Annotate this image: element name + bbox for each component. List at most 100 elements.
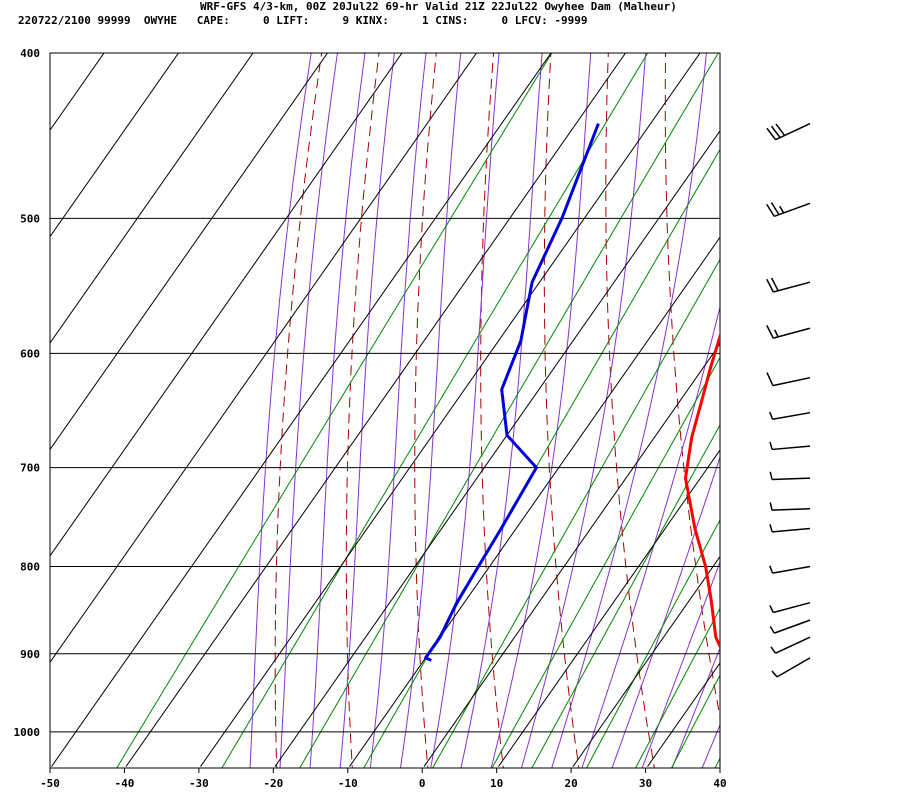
isotherm [50,53,180,238]
dry-adiabat [836,15,900,782]
barb-staff [773,281,811,293]
barb-staff [775,122,811,141]
moist-adiabat [399,53,462,768]
barb-staff [772,445,811,451]
dry-adiabat [892,15,900,782]
barb-half-flag [769,605,774,613]
barb-staff [774,202,811,218]
grid [49,15,900,769]
moist-adiabat [520,53,647,768]
chart-title: WRF-GFS 4/3-km, 00Z 20Jul22 69-hr Valid … [200,0,677,13]
moist-adiabat [581,305,720,768]
wind-barb [769,441,811,451]
wind-barb [769,411,811,421]
x-tick-label: 30 [639,777,652,790]
x-tick-label: 40 [713,777,726,790]
isotherm [50,53,478,664]
wind-barb [769,619,811,634]
y-tick-label: 900 [20,648,40,661]
barb-half-flag [769,471,773,480]
dry-adiabat [605,53,655,768]
x-tick-label: 20 [564,777,577,790]
mixing-ratio-line [299,53,719,768]
isotherm [572,555,720,767]
y-tick-label: 1000 [14,726,41,739]
barb-staff [771,477,811,481]
barb-staff [772,565,811,574]
isotherm [200,53,701,767]
mixing-ratio-line [221,53,649,768]
barb-staff [776,657,811,678]
isotherm [50,53,329,451]
barb-half-flag [769,411,774,420]
barb-half-flag [771,670,778,678]
barb-flag [775,123,786,136]
wind-barb [769,502,811,511]
mixing-ratio-line [670,674,720,768]
profiles [424,123,720,662]
barb-flag [766,372,774,386]
barb-half-flag [769,524,773,533]
barb-staff [773,601,811,614]
moist-adiabat [279,53,339,768]
barb-staff [774,619,811,634]
moist-adiabat [369,53,427,768]
isotherm [274,130,720,767]
x-tick-label: -30 [189,777,209,790]
isotherm [51,53,552,767]
x-tick-label: 0 [419,777,426,790]
isotherm [50,53,254,344]
wind-barb [766,325,811,339]
mixing-ratio-line [116,53,553,768]
mixing-ratio-line [491,356,720,768]
wind-barb [769,524,811,533]
dry-adiabat [480,53,504,768]
wind-barb [766,122,811,141]
barb-half-flag [779,205,785,214]
x-tick-label: 10 [490,777,503,790]
dry-adiabat [345,53,380,768]
barb-flag [766,203,775,217]
moist-adiabat [551,53,707,768]
moist-adiabat [641,560,720,768]
barb-staff [773,327,811,339]
isotherm [50,53,403,557]
barb-flag [766,325,774,339]
wind-barb [766,202,811,218]
barb-half-flag [769,565,774,574]
isotherm [423,342,720,767]
barb-staff [775,636,811,654]
x-tick-label: -40 [115,777,135,790]
barb-flag [770,125,781,139]
y-tick-label: 600 [20,347,40,360]
wind-barb [771,657,811,678]
x-tick-label: -20 [263,777,283,790]
moist-adiabat [671,646,720,768]
x-tick-label: -50 [40,777,60,790]
moist-adiabat [490,53,592,768]
moist-adiabat [701,723,720,768]
wind-barb [770,636,811,654]
moist-adiabat [249,53,312,768]
moist-adiabat [460,53,543,768]
wind-barb [769,601,811,614]
moist-adiabat [339,53,395,768]
y-tick-label: 700 [20,462,40,475]
mixing-ratio-line [714,757,720,768]
stability-indices: 220722/2100 99999 OWYHE CAPE: 0 LIFT: 9 … [18,14,588,27]
moist-adiabat [611,455,720,768]
mixing-ratio-line [635,607,720,768]
mixing-ratio-line [585,519,720,768]
barb-flag [766,278,774,293]
y-tick-label: 500 [20,212,40,225]
barb-half-flag [769,441,773,450]
barb-flag [770,202,780,216]
x-tick-label: -10 [338,777,358,790]
barb-flag [770,277,779,292]
barb-half-flag [769,626,775,634]
isotherm [722,15,900,767]
barb-staff [772,527,811,533]
plot-border [49,52,721,769]
barb-staff [772,376,811,387]
wind-barb [769,565,811,574]
